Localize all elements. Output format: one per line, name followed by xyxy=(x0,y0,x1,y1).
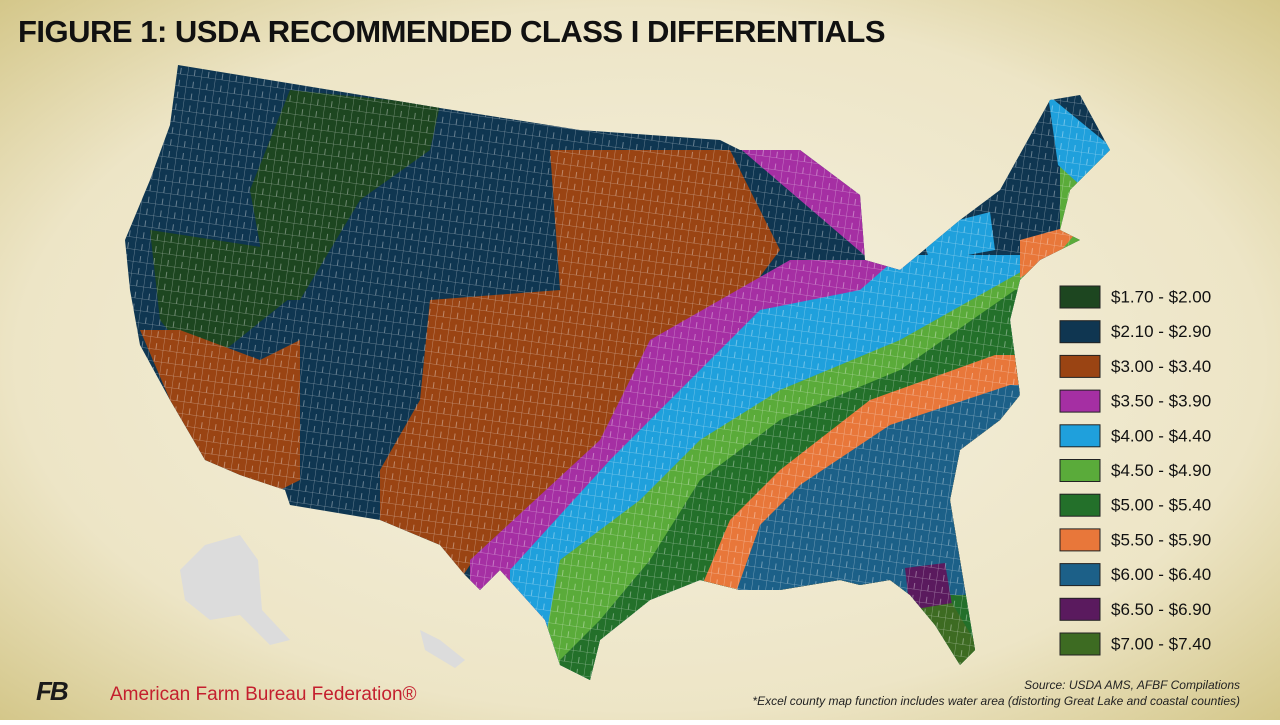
legend-swatch xyxy=(1059,493,1101,517)
legend-label: $5.50 - $5.90 xyxy=(1111,530,1211,549)
legend-swatch xyxy=(1059,459,1101,482)
legend-label: $3.50 - $3.90 xyxy=(1111,392,1211,411)
legend-swatch xyxy=(1059,389,1101,413)
legend: $1.70 - $2.00 $2.10 - $2.90 $3.00 - $3.40 $… xyxy=(1059,285,1211,656)
legend-label: $7.00 - $7.40 xyxy=(1111,634,1211,653)
source: Source: USDA AMS, AFBF Compilations xyxy=(1024,678,1240,692)
title: FIGURE 1: USDA RECOMMENDED CLASS I DIFFE… xyxy=(18,14,885,49)
legend-swatch xyxy=(1059,424,1101,448)
legend-swatch xyxy=(1059,632,1101,656)
legend-label: $4.50 - $4.90 xyxy=(1111,461,1211,480)
logo-mark: FB xyxy=(36,676,68,706)
legend-label: $2.10 - $2.90 xyxy=(1111,322,1211,341)
legend-swatch xyxy=(1059,354,1101,378)
legend-swatch xyxy=(1059,320,1101,344)
legend-swatch xyxy=(1059,285,1101,309)
legend-swatch xyxy=(1059,597,1101,621)
legend-label: $1.70 - $2.00 xyxy=(1111,287,1211,306)
legend-label: $6.50 - $6.90 xyxy=(1111,600,1211,619)
legend-swatch xyxy=(1059,563,1101,587)
legend-swatch xyxy=(1059,528,1101,552)
footnote: *Excel county map function includes wate… xyxy=(752,694,1240,708)
legend-label: $3.00 - $3.40 xyxy=(1111,357,1211,376)
logo: FB American Farm Bureau Federation® xyxy=(36,676,417,706)
legend-label: $5.00 - $5.40 xyxy=(1111,496,1211,515)
logo-name: American Farm Bureau Federation® xyxy=(110,684,417,705)
legend-label: $4.00 - $4.40 xyxy=(1111,426,1211,445)
alaska-hawaii xyxy=(180,535,465,668)
legend-label: $6.00 - $6.40 xyxy=(1111,565,1211,584)
